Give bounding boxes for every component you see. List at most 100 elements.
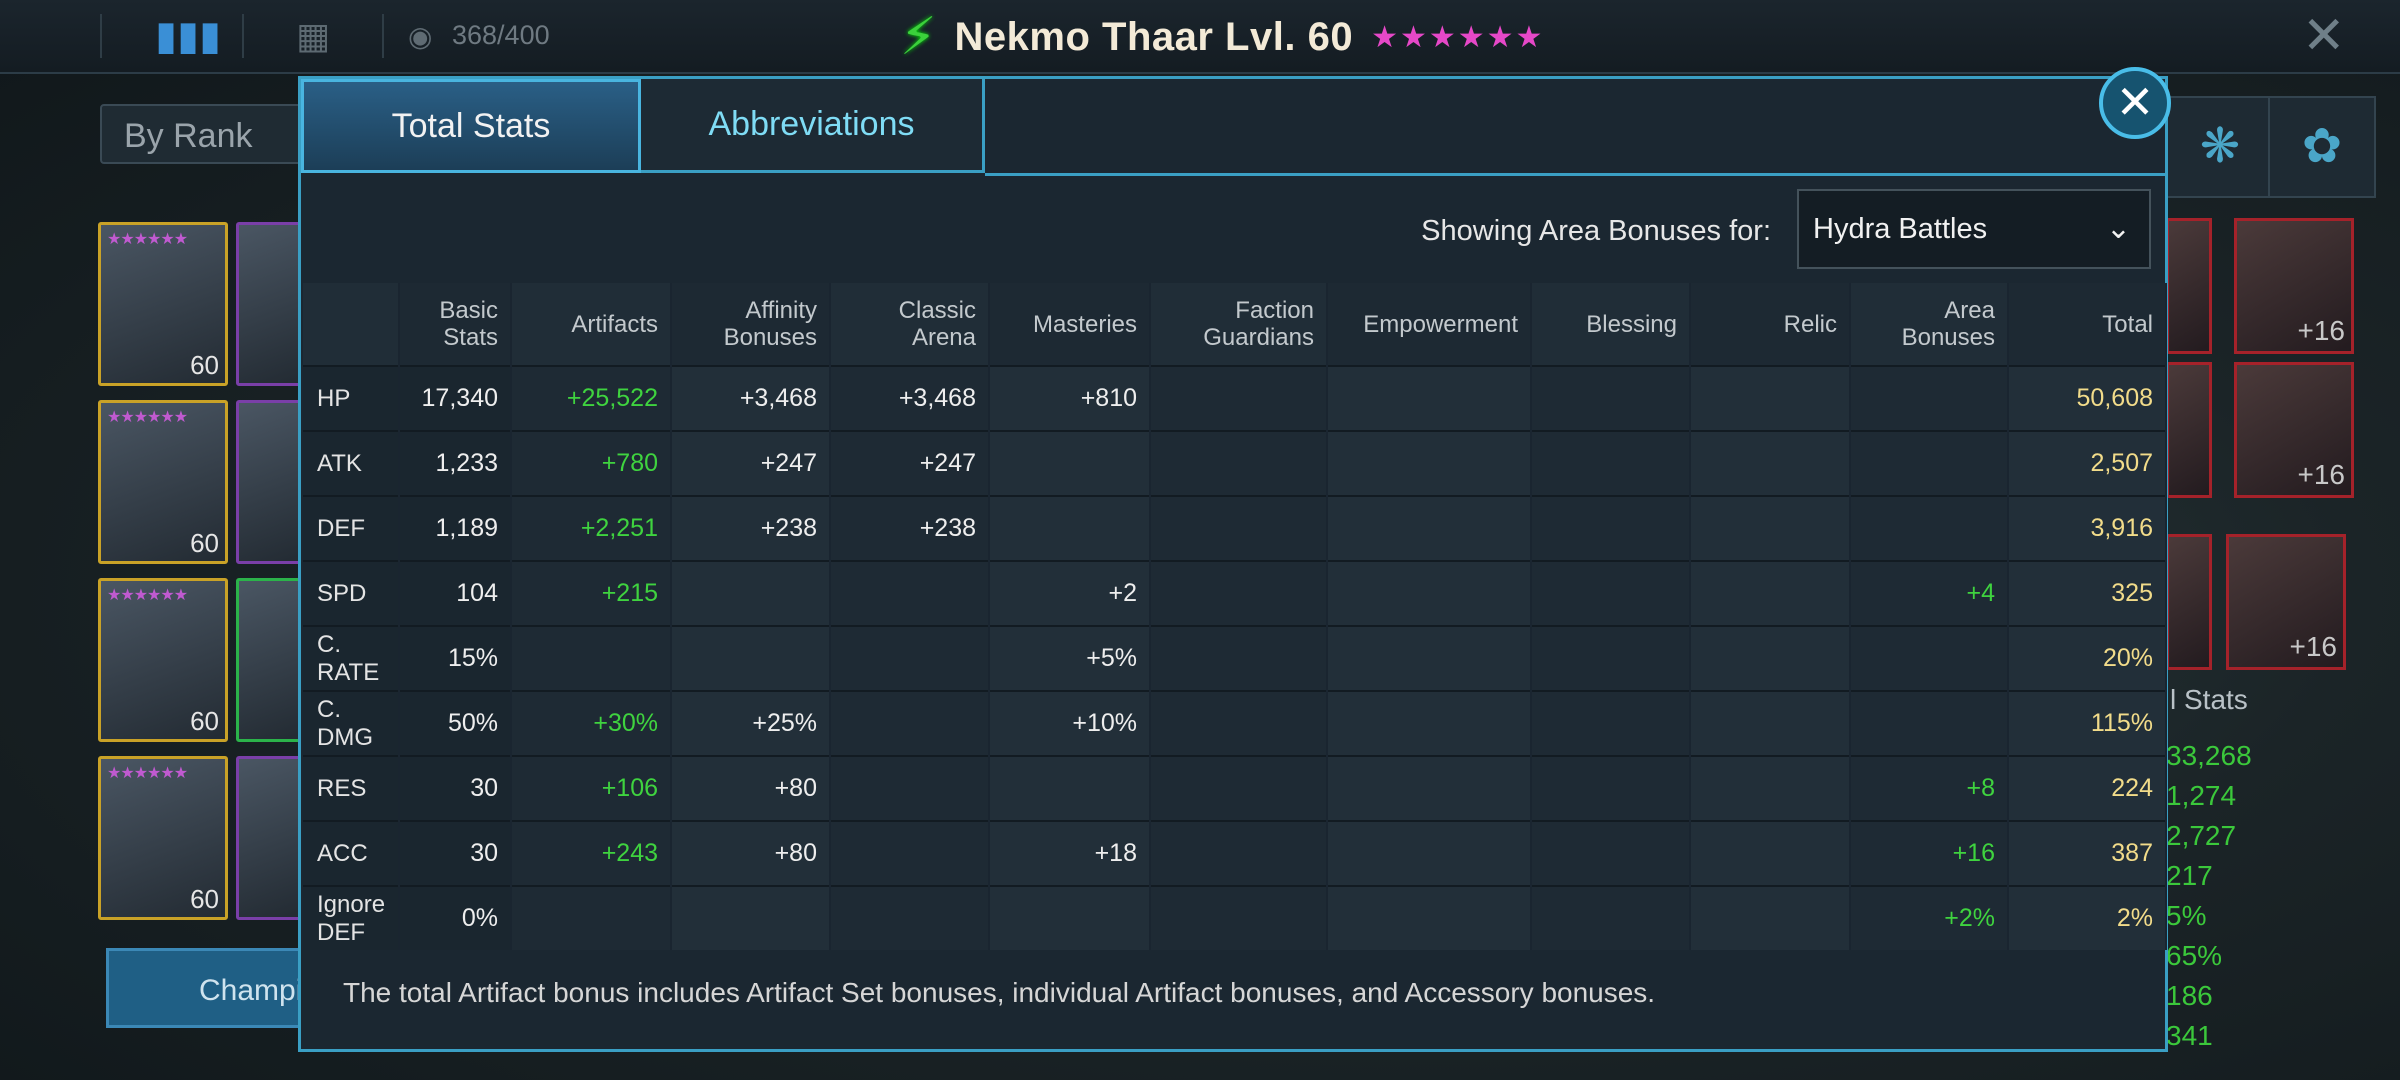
table-row: C. RATE 15% +5% 20% xyxy=(303,625,2167,691)
column-header: Empowerment xyxy=(1327,283,1532,366)
table-row: Ignore DEF 0% +2% 2% xyxy=(303,885,2167,950)
stat-cell xyxy=(1531,430,1691,496)
column-header-stat xyxy=(303,283,400,366)
background-stat: 186 xyxy=(2166,980,2213,1011)
table-row: C. DMG 50% +30% +25% +10% 115% xyxy=(303,690,2167,756)
stat-cell xyxy=(830,560,990,626)
artifact-slot[interactable]: +16 xyxy=(2234,218,2354,354)
column-header: Classic Arena xyxy=(830,283,990,366)
table-row: HP 17,340 +25,522 +3,468 +3,468 +810 50,608 xyxy=(303,365,2167,431)
stat-cell: +243 xyxy=(511,820,672,886)
close-icon[interactable]: ✕ xyxy=(2302,7,2346,65)
champion-card[interactable]: ★★★★★★ 60 xyxy=(98,756,228,920)
chevron-down-icon: ⌄ xyxy=(2105,212,2131,245)
area-bonus-filter-label: Showing Area Bonuses for: xyxy=(1421,215,1771,247)
column-header: Faction Guardians xyxy=(1150,283,1328,366)
energy-counter: 368/400 xyxy=(452,20,550,50)
stat-cell xyxy=(1531,690,1691,756)
tab-bar: Total Stats Abbreviations xyxy=(301,79,985,173)
stat-cell: +2% xyxy=(1850,885,2009,950)
stat-name: HP xyxy=(303,365,400,431)
champion-stars: ★★★★★★ xyxy=(107,231,188,248)
stat-cell xyxy=(1850,365,2009,431)
champion-card[interactable] xyxy=(236,756,302,920)
table-row: ACC 30 +243 +80 +18 +16 387 xyxy=(303,820,2167,886)
stat-cell: +3,468 xyxy=(671,365,831,431)
artifact-slot[interactable] xyxy=(2166,362,2212,498)
table-row: RES 30 +106 +80 +8 224 xyxy=(303,755,2167,821)
stat-cell xyxy=(1690,365,1851,431)
stat-cell xyxy=(1850,690,2009,756)
stat-cell: 50% xyxy=(399,690,512,756)
stat-cell xyxy=(1690,560,1851,626)
stat-cell: +3,468 xyxy=(830,365,990,431)
stat-cell xyxy=(1531,885,1691,950)
stat-cell xyxy=(1690,755,1851,821)
rank-stars: ★★★★★★ xyxy=(1371,20,1545,54)
grid-view-icon[interactable]: ▦ xyxy=(296,15,331,56)
stat-cell: +238 xyxy=(830,495,990,561)
stat-cell xyxy=(989,885,1151,950)
stat-cell: +30% xyxy=(511,690,672,756)
stat-cell: +4 xyxy=(1850,560,2009,626)
stat-cell: +247 xyxy=(671,430,831,496)
stat-cell xyxy=(1150,365,1328,431)
stat-cell: 2,507 xyxy=(2008,430,2167,496)
champion-card[interactable] xyxy=(236,578,302,742)
divider xyxy=(242,14,244,58)
champion-card[interactable]: ★★★★★★ 60 xyxy=(98,400,228,564)
column-header: Total xyxy=(2008,283,2167,366)
list-view-icon[interactable]: ▮▮▮ xyxy=(155,14,222,58)
stats-modal: Total Stats Abbreviations Showing Area B… xyxy=(298,67,2171,1052)
column-header: Masteries xyxy=(989,283,1151,366)
champion-stars: ★★★★★★ xyxy=(107,765,188,782)
champion-stars: ★★★★★★ xyxy=(107,409,188,426)
stat-cell: 115% xyxy=(2008,690,2167,756)
tab-total-stats[interactable]: Total Stats xyxy=(301,79,641,173)
artifact-level: +16 xyxy=(2289,631,2338,662)
stat-cell: +5% xyxy=(989,625,1151,691)
artifact-slot[interactable]: +16 xyxy=(2234,362,2354,498)
stat-cell xyxy=(830,820,990,886)
stat-cell xyxy=(1850,495,2009,561)
stat-cell: +16 xyxy=(1850,820,2009,886)
area-bonus-dropdown-value: Hydra Battles xyxy=(1813,213,1988,245)
champion-card[interactable]: ★★★★★★ 60 xyxy=(98,222,228,386)
stat-cell xyxy=(1531,495,1691,561)
close-icon[interactable]: ✕ xyxy=(2099,67,2171,139)
stat-cell: +2,251 xyxy=(511,495,672,561)
champion-card[interactable]: ★★★★★★ 60 xyxy=(98,578,228,742)
artifact-slot[interactable] xyxy=(2166,218,2212,354)
stat-cell xyxy=(1531,365,1691,431)
column-header: Blessing xyxy=(1531,283,1691,366)
stat-cell: 1,189 xyxy=(399,495,512,561)
tab-abbreviations[interactable]: Abbreviations xyxy=(641,79,985,173)
stat-cell xyxy=(1850,625,2009,691)
champion-card[interactable] xyxy=(236,400,302,564)
stat-cell xyxy=(1150,885,1328,950)
stat-cell: 3,916 xyxy=(2008,495,2167,561)
stat-cell: +8 xyxy=(1850,755,2009,821)
background-stat: 5% xyxy=(2166,900,2207,931)
stats-table: Basic Stats Artifacts Affinity Bonuses C… xyxy=(303,283,2167,950)
champion-card[interactable] xyxy=(236,222,302,386)
stat-cell: 325 xyxy=(2008,560,2167,626)
artifact-slot[interactable] xyxy=(2166,534,2212,670)
artifact-level: +16 xyxy=(2297,315,2346,346)
area-bonus-dropdown[interactable]: Hydra Battles ⌄ xyxy=(1797,189,2151,269)
stat-cell: +2 xyxy=(989,560,1151,626)
stat-cell xyxy=(671,625,831,691)
masteries-icon[interactable]: ❋ xyxy=(2166,96,2274,198)
stat-cell: +810 xyxy=(989,365,1151,431)
stat-cell xyxy=(511,625,672,691)
stat-name: DEF xyxy=(303,495,400,561)
stat-cell xyxy=(1327,885,1532,950)
stat-name: SPD xyxy=(303,560,400,626)
stat-cell xyxy=(1850,430,2009,496)
artifact-slot[interactable]: +16 xyxy=(2226,534,2346,670)
stat-cell: 17,340 xyxy=(399,365,512,431)
column-header: Affinity Bonuses xyxy=(671,283,831,366)
blessing-icon[interactable]: ✿ xyxy=(2268,96,2376,198)
stat-cell: +25,522 xyxy=(511,365,672,431)
stat-cell xyxy=(1327,820,1532,886)
